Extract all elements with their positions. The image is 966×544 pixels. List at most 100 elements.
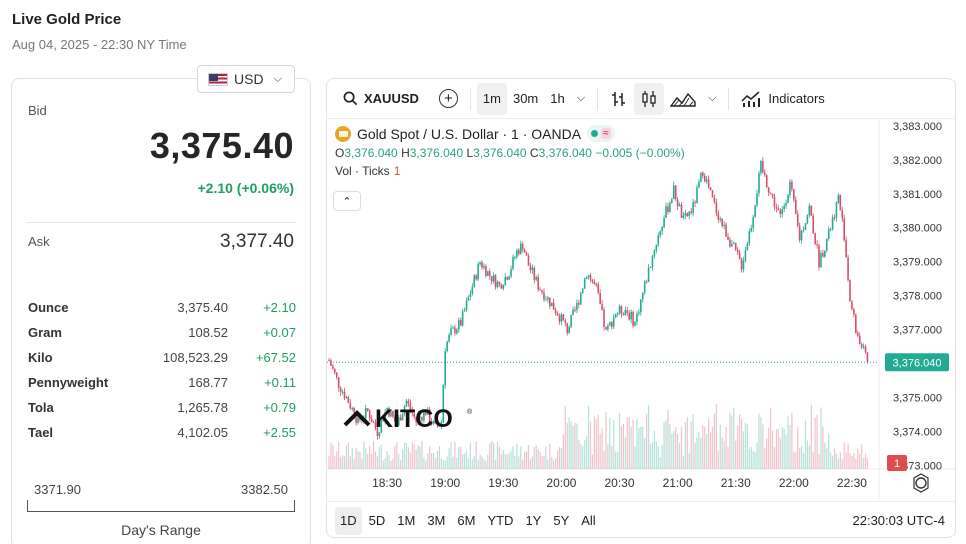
candle-body	[793, 189, 795, 200]
chevron-down-icon: ⌵	[273, 72, 282, 85]
volume-bar	[616, 451, 619, 469]
candle-body	[773, 196, 776, 207]
volume-bar	[477, 459, 479, 469]
candle-style-button[interactable]	[634, 82, 665, 115]
candle-body	[560, 314, 563, 322]
chart-type-dropdown[interactable]: ⌵	[702, 83, 722, 115]
chart-clock[interactable]: 22:30:03 UTC-4	[852, 513, 946, 528]
candle-body	[703, 175, 706, 182]
candle-body	[814, 233, 816, 245]
interval-1m[interactable]: 1m	[476, 82, 507, 115]
volume-bar	[773, 447, 776, 469]
candle-body	[502, 285, 505, 289]
volume-bar	[768, 427, 770, 469]
registered-mark: ®	[467, 408, 473, 416]
volume-bar	[423, 457, 425, 469]
volume-bar	[611, 446, 613, 469]
candle-body	[564, 320, 567, 324]
range-1y[interactable]: 1Y	[520, 507, 546, 535]
area-style-button[interactable]	[664, 83, 702, 115]
volume-bar	[843, 442, 845, 469]
divider	[26, 222, 296, 223]
candle-body	[831, 217, 834, 229]
currency-select[interactable]: USD ⌵	[197, 65, 295, 93]
ask-label: Ask	[28, 234, 50, 249]
volume-bar	[371, 453, 373, 469]
candle-body	[454, 327, 456, 334]
volume-bar	[564, 405, 566, 469]
volume-bar	[533, 447, 535, 469]
volume-bar	[812, 451, 814, 469]
volume-bar	[822, 426, 824, 469]
range-5y[interactable]: 5Y	[548, 507, 574, 535]
range-6m[interactable]: 6M	[452, 507, 480, 535]
candle-body	[835, 202, 838, 218]
candle-body	[434, 420, 437, 424]
volume-bar	[824, 442, 826, 469]
volume-bar	[735, 440, 737, 469]
candle-body	[785, 202, 787, 206]
candle-body	[663, 217, 665, 228]
indicators-button[interactable]: Indicators	[735, 83, 830, 115]
unit-name: Pennyweight	[28, 375, 109, 390]
candle-body	[438, 425, 441, 427]
candle-body	[864, 346, 867, 353]
collapse-legend-button[interactable]: ⌃	[333, 191, 361, 211]
ask-price: 3,377.40	[220, 231, 294, 252]
symbol-search[interactable]: XAUUSD	[337, 83, 425, 115]
candle-body	[709, 187, 712, 191]
indicators-icon	[741, 90, 761, 107]
price-chart[interactable]: 3,383.000 3,382.000 3,381.000 3,380.000 3,37…	[327, 119, 956, 501]
candle-body	[769, 192, 772, 194]
search-icon	[343, 91, 358, 106]
bar-style-button[interactable]	[604, 83, 634, 115]
range-1d[interactable]: 1D	[335, 506, 362, 535]
candle-body	[628, 313, 631, 320]
candle-body	[731, 244, 733, 247]
candle-body	[506, 277, 508, 280]
volume-bar	[814, 418, 816, 469]
range-3m[interactable]: 3M	[422, 507, 450, 535]
volume-bar	[494, 459, 497, 469]
candle-body	[630, 311, 632, 320]
price-tick-label: 3,375.000	[893, 393, 942, 405]
volume-bar	[725, 426, 727, 469]
volume-bar	[413, 444, 415, 469]
candle-body	[696, 187, 698, 204]
candle-body	[365, 408, 367, 419]
volume-bar	[781, 427, 783, 469]
kitco-logo-chevron	[343, 410, 371, 427]
volume-bar	[740, 419, 743, 469]
interval-1h[interactable]: 1h	[544, 83, 570, 115]
volume-tag-label: 1	[894, 458, 900, 470]
compare-button[interactable]: +	[433, 83, 464, 115]
candle-body	[694, 202, 696, 204]
range-1m[interactable]: 1M	[392, 507, 420, 535]
settings-icon[interactable]	[915, 477, 927, 489]
chart-widget: XAUUSD + 1m 30m 1h ⌵ ⌵ Indicators 3,383.…	[326, 78, 956, 538]
volume-bar	[756, 442, 758, 469]
candle-body	[376, 428, 379, 437]
candle-body	[581, 288, 584, 294]
volume-bar	[706, 434, 708, 469]
candle-body	[589, 275, 592, 280]
volume-bar	[770, 407, 772, 469]
volume-bar	[646, 413, 648, 469]
candle-body	[537, 277, 539, 290]
interval-30m[interactable]: 30m	[507, 83, 544, 115]
interval-dropdown[interactable]: ⌵	[571, 83, 591, 115]
page-title: Live Gold Price	[12, 11, 122, 28]
unit-row: Pennyweight 168.77 +0.11	[28, 370, 296, 395]
candle-body	[488, 271, 491, 277]
candle-body	[485, 266, 487, 276]
candle-body	[643, 281, 646, 293]
range-ytd[interactable]: YTD	[482, 507, 518, 535]
candle-body	[692, 202, 694, 213]
range-all[interactable]: All	[576, 507, 600, 535]
range-5d[interactable]: 5D	[364, 507, 391, 535]
volume-bar	[787, 416, 789, 469]
candle-body	[426, 409, 429, 415]
candle-body	[436, 423, 439, 427]
candle-body	[519, 243, 522, 254]
candle-body	[349, 402, 352, 409]
